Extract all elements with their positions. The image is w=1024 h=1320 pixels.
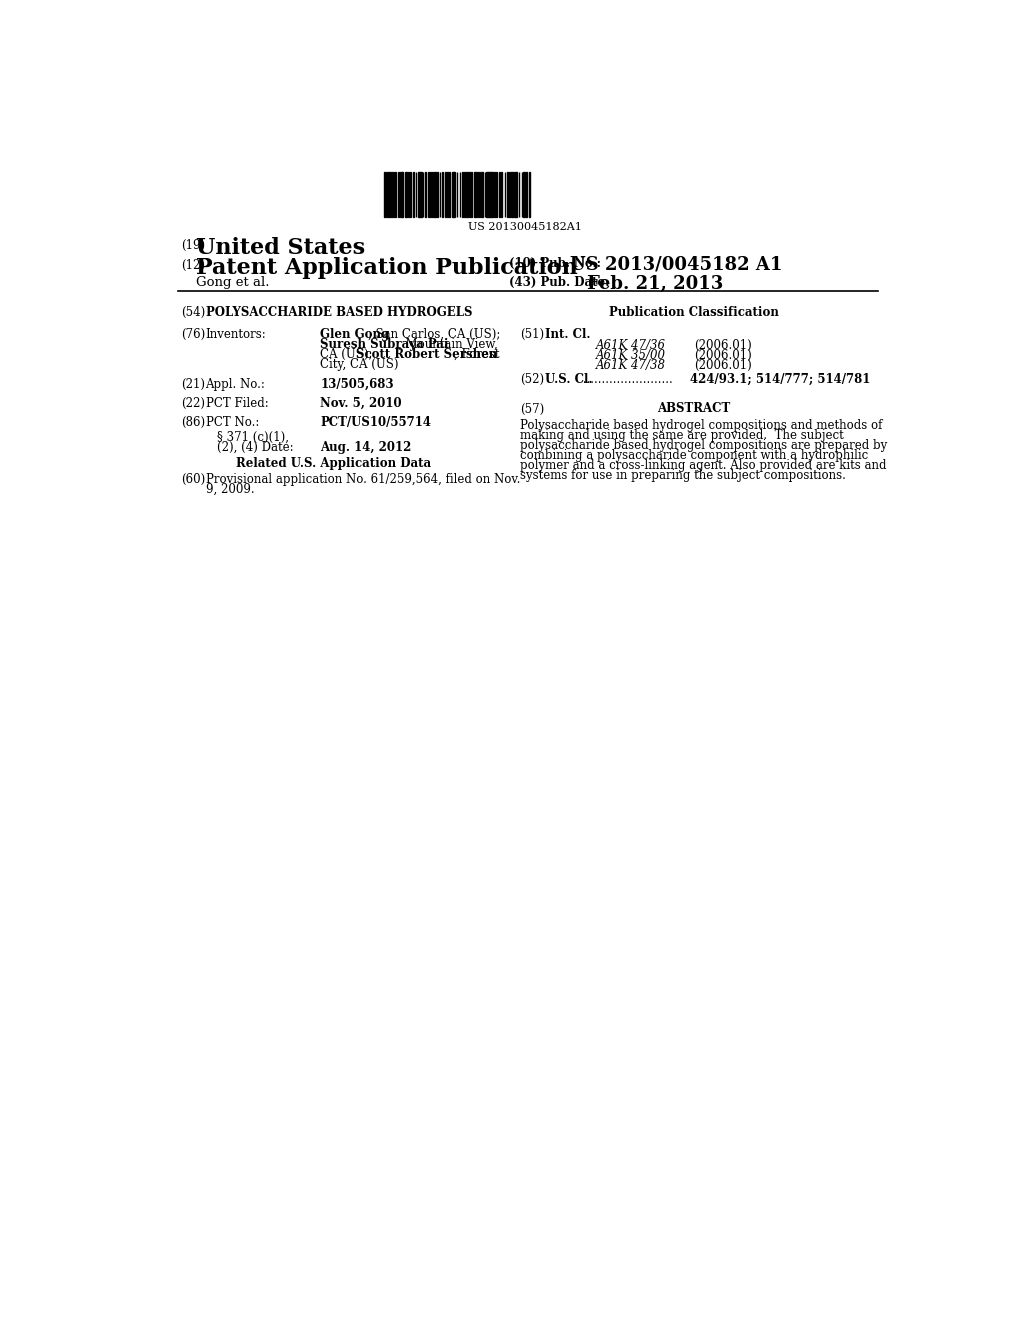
Text: (21): (21) bbox=[180, 378, 205, 391]
Text: (2), (4) Date:: (2), (4) Date: bbox=[217, 441, 294, 454]
Text: Feb. 21, 2013: Feb. 21, 2013 bbox=[587, 275, 723, 293]
Bar bbox=[486, 172, 487, 216]
Bar bbox=[432, 172, 433, 216]
Text: POLYSACCHARIDE BASED HYDROGELS: POLYSACCHARIDE BASED HYDROGELS bbox=[206, 306, 472, 319]
Text: (57): (57) bbox=[520, 403, 545, 416]
Text: (2006.01): (2006.01) bbox=[693, 359, 752, 372]
Text: 13/505,683: 13/505,683 bbox=[321, 378, 394, 391]
Bar bbox=[525, 172, 527, 216]
Bar bbox=[523, 172, 524, 216]
Bar bbox=[492, 172, 493, 216]
Text: (2006.01): (2006.01) bbox=[693, 350, 752, 363]
Text: (60): (60) bbox=[180, 473, 205, 486]
Bar bbox=[408, 172, 410, 216]
Text: Patent Application Publication: Patent Application Publication bbox=[197, 257, 578, 279]
Text: 424/93.1; 514/777; 514/781: 424/93.1; 514/777; 514/781 bbox=[690, 374, 870, 387]
Bar bbox=[446, 172, 449, 216]
Text: polysaccharide based hydrogel compositions are prepared by: polysaccharide based hydrogel compositio… bbox=[520, 438, 888, 451]
Text: , San Carlos, CA (US);: , San Carlos, CA (US); bbox=[369, 327, 501, 341]
Text: US 2013/0045182 A1: US 2013/0045182 A1 bbox=[569, 256, 782, 273]
Bar bbox=[388, 172, 390, 216]
Text: (52): (52) bbox=[520, 374, 545, 387]
Bar bbox=[420, 172, 422, 216]
Text: Scott Robert Sershen: Scott Robert Sershen bbox=[356, 348, 497, 360]
Bar bbox=[501, 172, 503, 216]
Text: polymer and a cross-linking agent. Also provided are kits and: polymer and a cross-linking agent. Also … bbox=[520, 459, 887, 471]
Text: (22): (22) bbox=[180, 397, 205, 411]
Text: (19): (19) bbox=[180, 239, 205, 252]
Bar bbox=[514, 172, 515, 216]
Text: Nov. 5, 2010: Nov. 5, 2010 bbox=[321, 397, 401, 411]
Text: Gong et al.: Gong et al. bbox=[197, 276, 269, 289]
Text: § 371 (c)(1),: § 371 (c)(1), bbox=[217, 430, 289, 444]
Bar bbox=[474, 172, 476, 216]
Text: (2006.01): (2006.01) bbox=[693, 339, 752, 352]
Text: making and using the same are provided.  The subject: making and using the same are provided. … bbox=[520, 429, 844, 442]
Bar bbox=[488, 172, 490, 216]
Text: (51): (51) bbox=[520, 327, 545, 341]
Text: Int. Cl.: Int. Cl. bbox=[545, 327, 591, 341]
Text: (54): (54) bbox=[180, 306, 205, 319]
Bar bbox=[480, 172, 483, 216]
Bar bbox=[434, 172, 436, 216]
Text: , Forest: , Forest bbox=[454, 348, 499, 360]
Text: PCT Filed:: PCT Filed: bbox=[206, 397, 268, 411]
Text: 9, 2009.: 9, 2009. bbox=[206, 483, 254, 495]
Text: Appl. No.:: Appl. No.: bbox=[206, 378, 265, 391]
Bar bbox=[466, 172, 468, 216]
Text: , Mountain View,: , Mountain View, bbox=[397, 338, 498, 351]
Text: (43) Pub. Date:: (43) Pub. Date: bbox=[509, 276, 610, 289]
Text: PCT No.:: PCT No.: bbox=[206, 416, 259, 429]
Text: PCT/US10/55714: PCT/US10/55714 bbox=[321, 416, 431, 429]
Text: ........................: ........................ bbox=[579, 374, 673, 387]
Text: A61K 35/00: A61K 35/00 bbox=[596, 350, 666, 363]
Text: CA (US);: CA (US); bbox=[321, 348, 377, 360]
Bar bbox=[404, 172, 407, 216]
Bar bbox=[391, 172, 392, 216]
Text: City, CA (US): City, CA (US) bbox=[321, 358, 398, 371]
Text: (86): (86) bbox=[180, 416, 205, 429]
Text: US 20130045182A1: US 20130045182A1 bbox=[468, 222, 582, 231]
Text: ABSTRACT: ABSTRACT bbox=[657, 403, 730, 416]
Text: systems for use in preparing the subject compositions.: systems for use in preparing the subject… bbox=[520, 469, 846, 482]
Text: United States: United States bbox=[197, 238, 366, 259]
Text: A61K 47/36: A61K 47/36 bbox=[596, 339, 666, 352]
Bar bbox=[400, 172, 401, 216]
Text: Related U.S. Application Data: Related U.S. Application Data bbox=[237, 457, 432, 470]
Text: U.S. Cl.: U.S. Cl. bbox=[545, 374, 593, 387]
Text: Aug. 14, 2012: Aug. 14, 2012 bbox=[321, 441, 412, 454]
Text: Provisional application No. 61/259,564, filed on Nov.: Provisional application No. 61/259,564, … bbox=[206, 473, 520, 486]
Bar bbox=[509, 172, 510, 216]
Text: Inventors:: Inventors: bbox=[206, 327, 266, 341]
Bar bbox=[452, 172, 454, 216]
Text: Publication Classification: Publication Classification bbox=[609, 306, 778, 319]
Text: Glen Gong: Glen Gong bbox=[321, 327, 389, 341]
Bar bbox=[464, 172, 465, 216]
Text: Suresh Subraya Pai: Suresh Subraya Pai bbox=[321, 338, 449, 351]
Text: (12): (12) bbox=[180, 259, 205, 272]
Text: combining a polysaccharide component with a hydrophilic: combining a polysaccharide component wit… bbox=[520, 449, 868, 462]
Text: A61K 47/38: A61K 47/38 bbox=[596, 359, 666, 372]
Text: (76): (76) bbox=[180, 327, 205, 341]
Bar bbox=[511, 172, 513, 216]
Text: Polysaccharide based hydrogel compositions and methods of: Polysaccharide based hydrogel compositio… bbox=[520, 418, 883, 432]
Text: (10) Pub. No.:: (10) Pub. No.: bbox=[509, 257, 601, 271]
